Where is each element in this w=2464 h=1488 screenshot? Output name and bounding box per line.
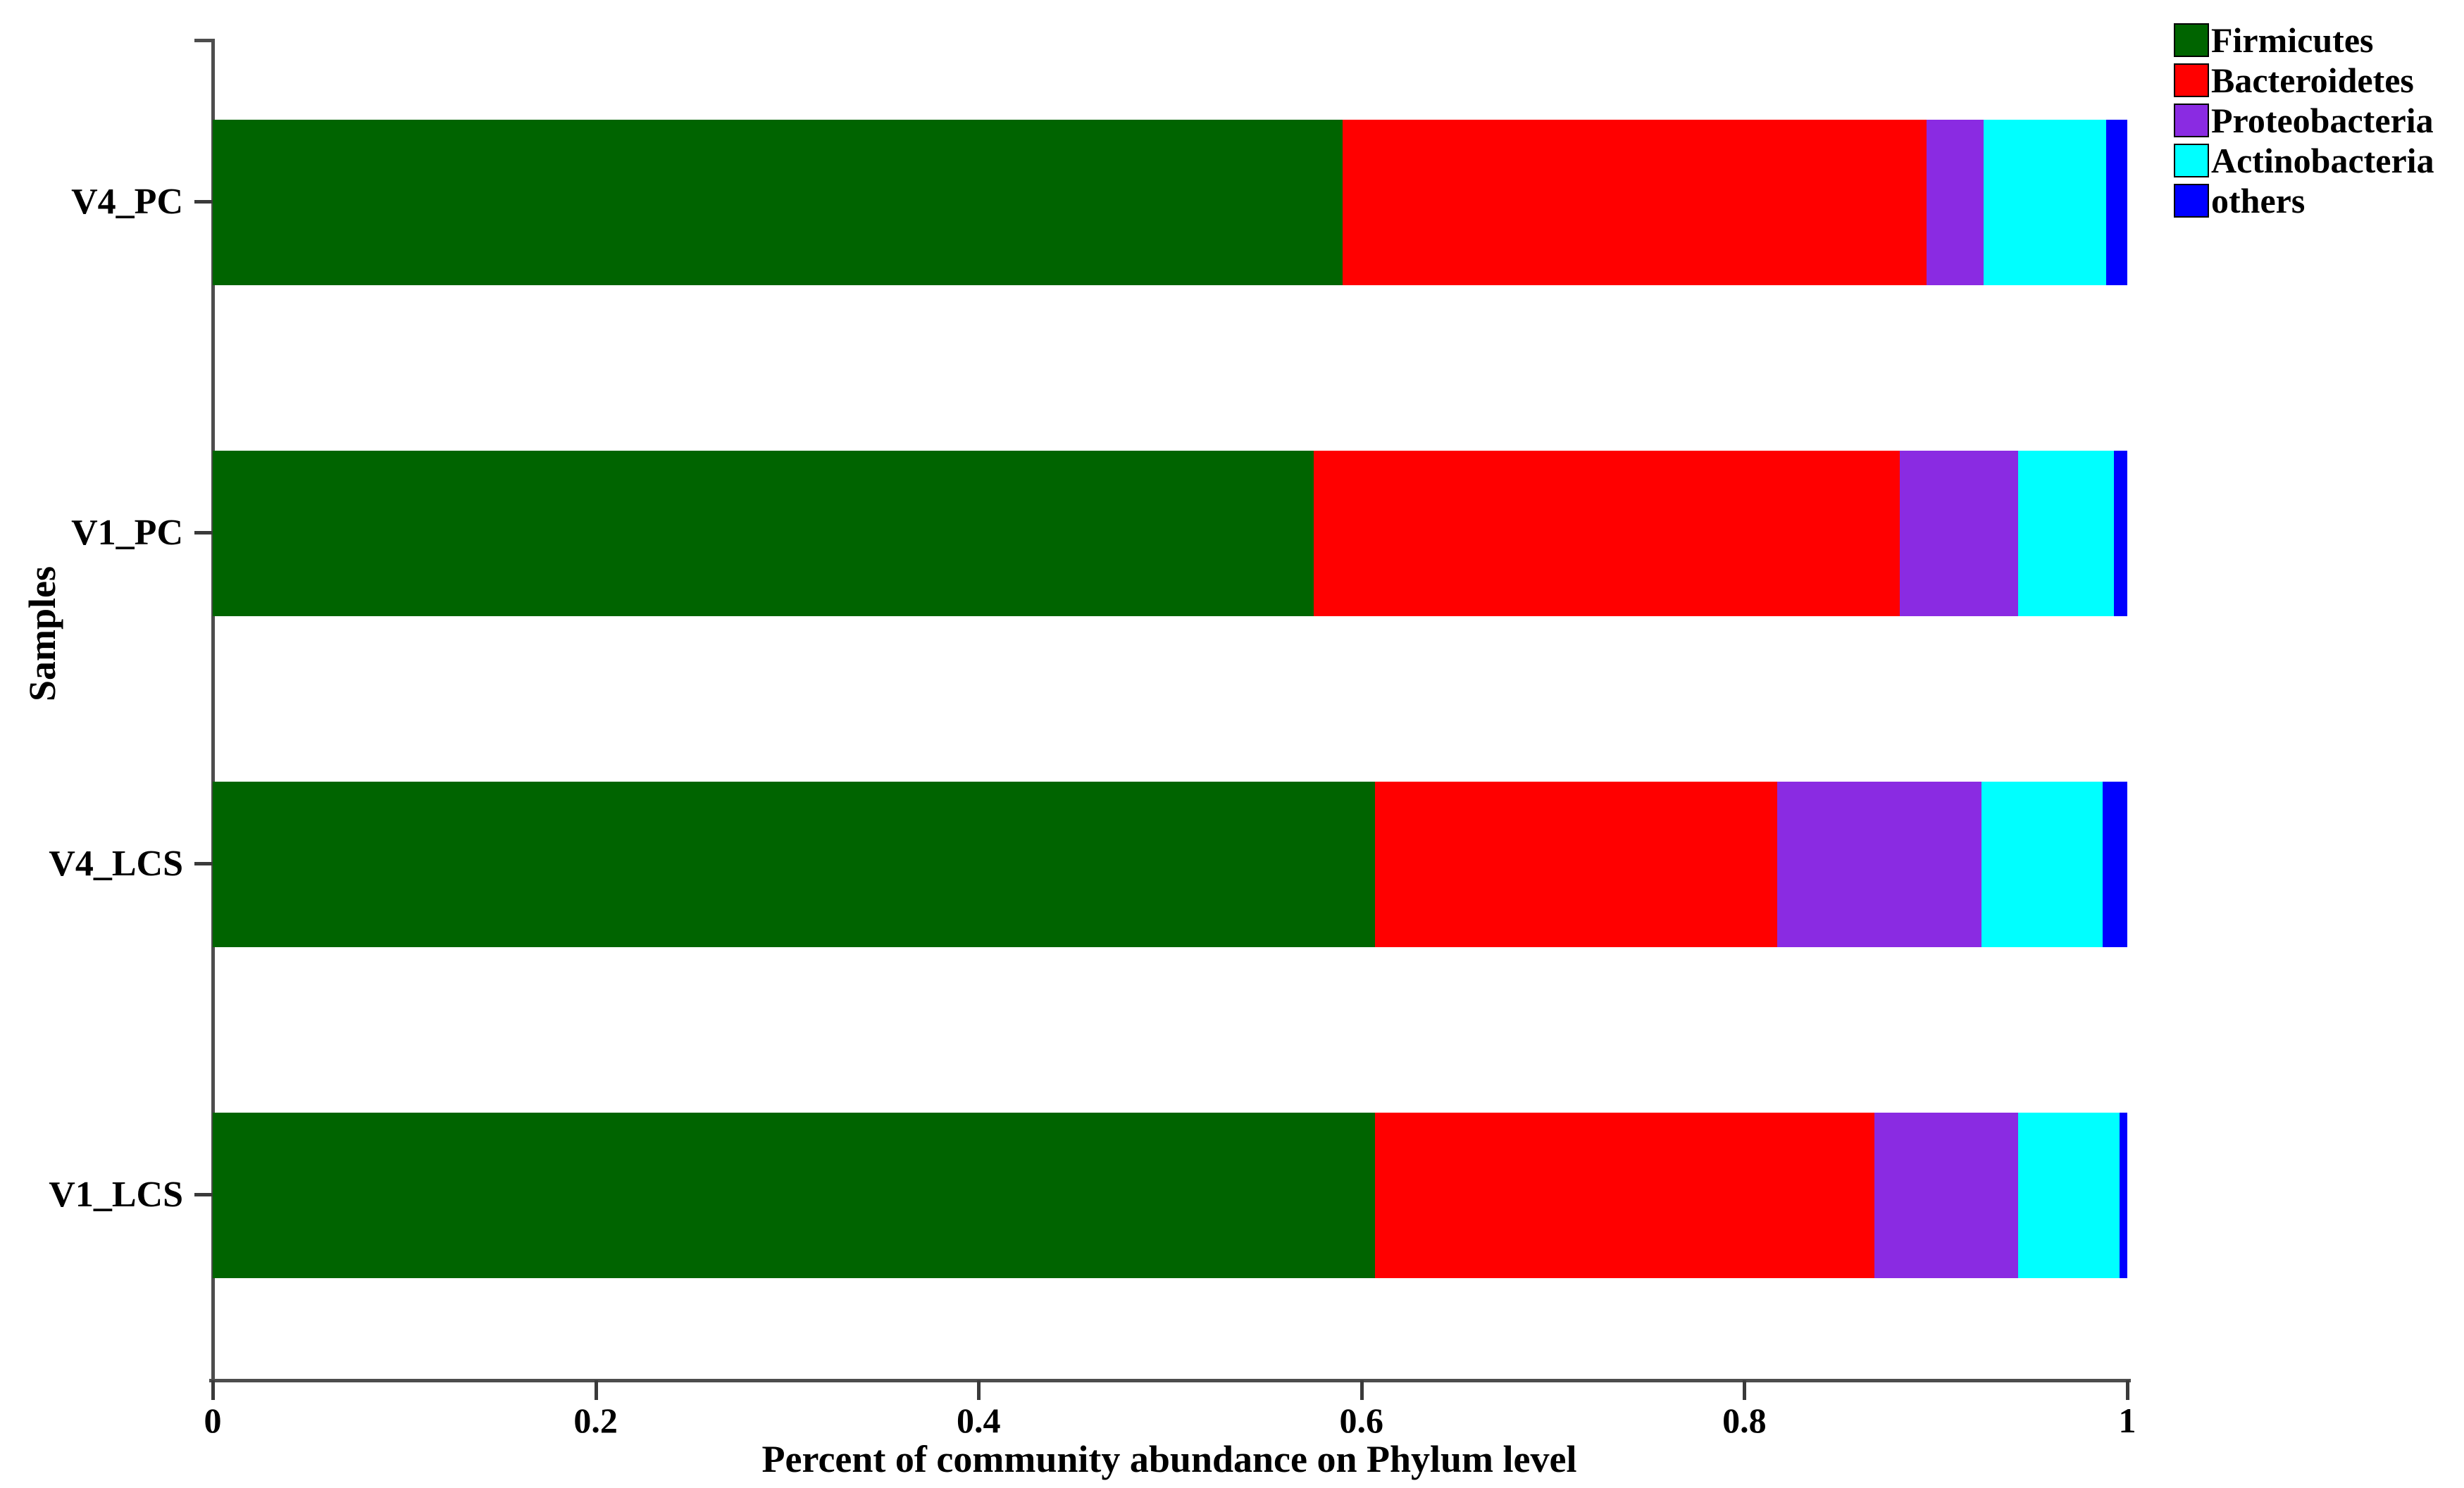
bar-segment-firmicutes bbox=[213, 1112, 1375, 1278]
x-tick bbox=[977, 1380, 981, 1400]
bar-segment-others bbox=[2120, 1112, 2127, 1278]
y-axis-title: Samples bbox=[21, 565, 63, 702]
legend-label: Firmicutes bbox=[2211, 20, 2374, 60]
legend: Firmicutes Bacteroidetes Proteobacteria Act… bbox=[2174, 20, 2434, 220]
legend-label: Proteobacteria bbox=[2211, 100, 2434, 140]
legend-item-firmicutes: Firmicutes bbox=[2174, 20, 2434, 60]
y-tick bbox=[194, 531, 213, 534]
bar-segment-actinobacteria bbox=[1984, 119, 2107, 285]
x-tick bbox=[594, 1380, 598, 1400]
x-tick bbox=[1743, 1380, 1747, 1400]
x-tick-label: 0.6 bbox=[1339, 1401, 1384, 1440]
x-tick-label: 0 bbox=[204, 1401, 222, 1440]
legend-swatch-others bbox=[2174, 183, 2209, 218]
bar-segment-actinobacteria bbox=[1981, 781, 2103, 947]
y-tick-label: V1_PC bbox=[71, 513, 183, 553]
x-tick-label: 0.2 bbox=[573, 1401, 618, 1440]
bar-segment-bacteroidetes bbox=[1342, 119, 1927, 285]
bar-segment-firmicutes bbox=[213, 119, 1343, 285]
x-axis-line bbox=[209, 1379, 2131, 1382]
y-tick bbox=[194, 1193, 213, 1196]
y-tick bbox=[194, 862, 213, 865]
x-tick-label: 1 bbox=[2118, 1401, 2136, 1440]
y-tick-label: V4_LCS bbox=[49, 844, 183, 884]
y-axis-line bbox=[211, 39, 215, 1380]
bar-row-v4_lcs bbox=[213, 781, 2127, 947]
y-tick bbox=[194, 200, 213, 204]
bar-segment-proteobacteria bbox=[1777, 781, 1982, 947]
bar-segment-proteobacteria bbox=[1874, 1112, 2019, 1278]
legend-swatch-actinobacteria bbox=[2174, 143, 2209, 177]
bar-segment-bacteroidetes bbox=[1313, 450, 1900, 616]
bar-segment-actinobacteria bbox=[2018, 450, 2114, 616]
legend-swatch-bacteroidetes bbox=[2174, 63, 2209, 97]
legend-item-others: others bbox=[2174, 180, 2434, 220]
x-axis-title: Percent of community abundance on Phylum… bbox=[761, 1438, 1577, 1480]
bar-segment-bacteroidetes bbox=[1374, 781, 1777, 947]
bar-segment-firmicutes bbox=[213, 450, 1314, 616]
x-tick-label: 0.8 bbox=[1722, 1401, 1767, 1440]
y-axis-top-cap bbox=[194, 39, 213, 42]
x-tick-label: 0.4 bbox=[956, 1401, 1001, 1440]
bar-row-v1_lcs bbox=[213, 1112, 2127, 1278]
y-tick-label: V4_PC bbox=[71, 182, 183, 222]
bar-segment-bacteroidetes bbox=[1374, 1112, 1875, 1278]
legend-swatch-proteobacteria bbox=[2174, 103, 2209, 137]
legend-item-proteobacteria: Proteobacteria bbox=[2174, 100, 2434, 140]
bar-row-v1_pc bbox=[213, 450, 2127, 616]
legend-swatch-firmicutes bbox=[2174, 23, 2209, 57]
bar-segment-others bbox=[2102, 781, 2127, 947]
bar-segment-others bbox=[2106, 119, 2127, 285]
bar-segment-firmicutes bbox=[213, 781, 1375, 947]
x-tick bbox=[211, 1380, 215, 1400]
legend-label: Actinobacteria bbox=[2211, 140, 2434, 180]
bar-segment-actinobacteria bbox=[2018, 1112, 2120, 1278]
x-tick bbox=[1359, 1380, 1364, 1400]
bar-segment-proteobacteria bbox=[1899, 450, 2019, 616]
bar-segment-proteobacteria bbox=[1926, 119, 1984, 285]
legend-item-actinobacteria: Actinobacteria bbox=[2174, 140, 2434, 180]
legend-label: others bbox=[2211, 180, 2306, 220]
x-tick bbox=[2126, 1380, 2129, 1400]
legend-label: Bacteroidetes bbox=[2211, 60, 2414, 100]
y-tick-label: V1_LCS bbox=[49, 1175, 183, 1215]
bar-segment-others bbox=[2113, 450, 2127, 616]
bar-row-v4_pc bbox=[213, 119, 2127, 285]
legend-item-bacteroidetes: Bacteroidetes bbox=[2174, 60, 2434, 100]
